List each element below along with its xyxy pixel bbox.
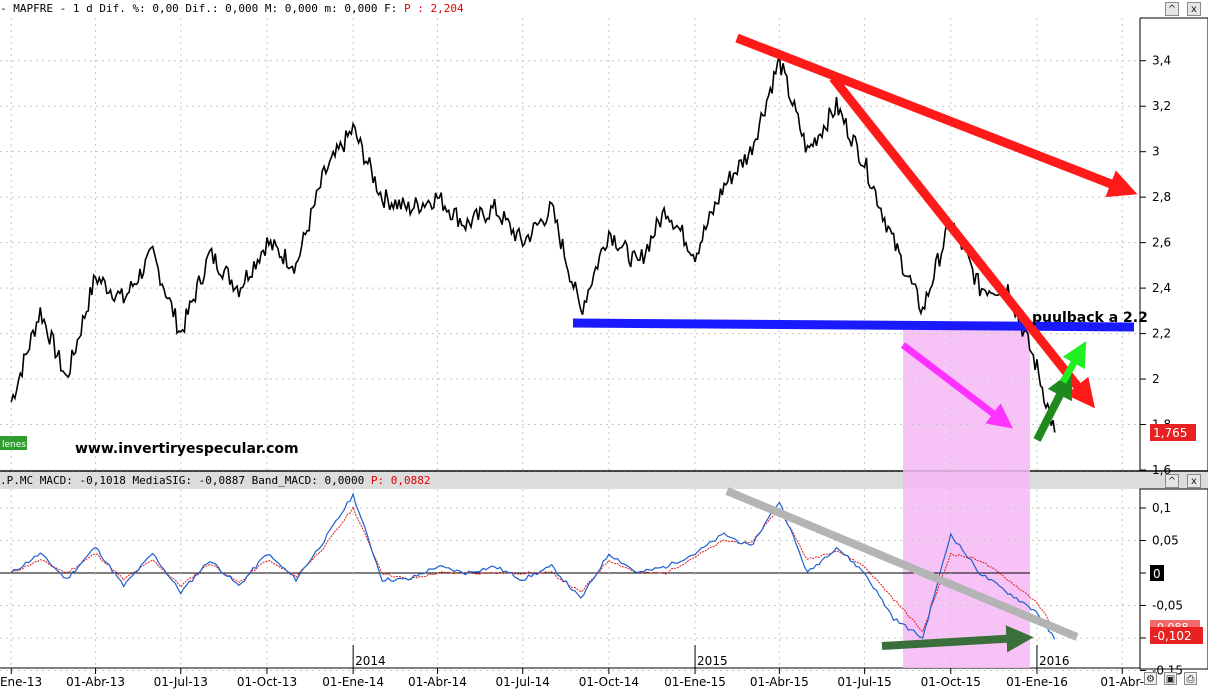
macd-y-tick-label: 0,05 xyxy=(1152,534,1179,548)
price-y-tick-label: 3 xyxy=(1152,145,1160,159)
volume-tag-box xyxy=(0,436,27,450)
green-arrow-dark xyxy=(1033,370,1073,442)
series-layer xyxy=(10,55,1056,640)
x-tick-label: 01-Oct-14 xyxy=(579,675,639,689)
green-arrow-light xyxy=(1059,341,1087,384)
x-tick-label: 01-Abr- xyxy=(1100,675,1144,689)
macd-value-label-2: -0,102 xyxy=(1153,629,1192,643)
macd-y-tick-label: -0,05 xyxy=(1152,599,1183,613)
macd-zero-box xyxy=(1150,565,1164,581)
x-tick-label: 01-Oct-15 xyxy=(921,675,981,689)
last-price-label: 1,765 xyxy=(1153,426,1187,440)
macd-y-tick-label: 0,1 xyxy=(1152,501,1171,515)
print-icon[interactable]: ⎙ xyxy=(1184,672,1197,685)
price-y-tick-label: 1,6 xyxy=(1152,463,1171,477)
magenta-arrow xyxy=(900,342,1014,429)
x-tick-label: 01-Abr-14 xyxy=(408,675,467,689)
macd-green-arrow xyxy=(881,625,1034,653)
macd-panel-up-button[interactable]: ^ xyxy=(1165,474,1179,488)
price-series-line xyxy=(10,55,1056,433)
macd-header-text: .P.MC MACD: -0,1018 MediaSIG: -0,0887 Ba… xyxy=(0,474,371,487)
macd-series-line xyxy=(10,492,1056,640)
trend-arrow-steep xyxy=(829,75,1095,409)
trend-arrow-long xyxy=(735,33,1138,198)
price-y-tick-label: 3,2 xyxy=(1152,99,1171,113)
macd-header: .P.MC MACD: -0,1018 MediaSIG: -0,0887 Ba… xyxy=(0,472,1140,490)
year-label: 2015 xyxy=(697,654,728,668)
price-panel-close-button[interactable]: x xyxy=(1187,2,1201,16)
x-tick-label: 01-Ene-15 xyxy=(664,675,726,689)
price-y-tick-label: 3,4 xyxy=(1152,54,1171,68)
price-header-text: - MAPFRE - 1 d Dif. %: 0,00 Dif.: 0,000 … xyxy=(0,2,404,15)
x-tick-label: 01-Ene-13 xyxy=(0,675,42,689)
macd-header-value: P: 0,0882 xyxy=(370,474,431,487)
signal-series-line xyxy=(10,506,1056,633)
macd-panel-close-button[interactable]: x xyxy=(1187,474,1201,488)
x-tick-label: 01-Ene-16 xyxy=(1006,675,1068,689)
x-tick-label: 01-Jul-15 xyxy=(837,675,891,689)
settings-icon[interactable]: ⚙ xyxy=(1144,672,1157,685)
price-y-tick-label: 2,8 xyxy=(1152,190,1171,204)
year-label: 2014 xyxy=(355,654,386,668)
year-label: 2016 xyxy=(1039,654,1070,668)
price-y-tick-label: 2 xyxy=(1152,372,1160,386)
x-tick-label: 01-Ene-14 xyxy=(322,675,384,689)
price-y-tick-label: 2,2 xyxy=(1152,327,1171,341)
grid: 3,43,232,82,62,42,221,81,60,10,050-0,05-… xyxy=(0,18,1183,689)
x-tick-label: 01-Abr-13 xyxy=(66,675,125,689)
save-icon[interactable]: ▣ xyxy=(1164,672,1177,685)
x-tick-label: 01-Jul-14 xyxy=(496,675,550,689)
last-price-box xyxy=(1150,424,1196,441)
macd-zero-label: 0 xyxy=(1153,567,1161,581)
volume-tag-text: lenes xyxy=(2,440,26,450)
pullback-annotation: puulback a 2.2 xyxy=(1032,310,1148,326)
macd-grey-trendline xyxy=(725,487,1079,641)
price-header-value: P : 2,204 xyxy=(403,2,464,15)
price-y-axis-panel xyxy=(1139,17,1208,472)
x-tick-label: 01-Oct-13 xyxy=(237,675,297,689)
support-line xyxy=(572,318,1135,332)
price-header: - MAPFRE - 1 d Dif. %: 0,00 Dif.: 0,000 … xyxy=(0,0,1140,18)
watermark-text: www.invertiryespecular.com xyxy=(75,441,299,457)
x-tick-label: 01-Jul-13 xyxy=(154,675,208,689)
price-y-tick-label: 2,4 xyxy=(1152,281,1171,295)
x-tick-label: 01-Abr-15 xyxy=(750,675,809,689)
price-panel-up-button[interactable]: ^ xyxy=(1165,2,1179,16)
macd-value-box-2 xyxy=(1150,627,1203,644)
highlight-zone xyxy=(903,322,1030,668)
price-y-tick-label: 2,6 xyxy=(1152,236,1171,250)
